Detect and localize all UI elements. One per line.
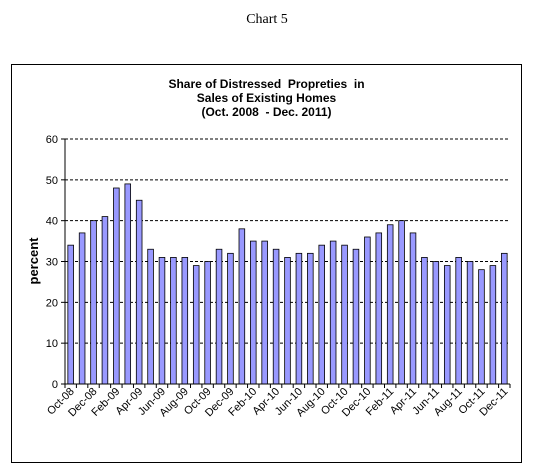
y-axis-label: percent: [26, 237, 41, 285]
bar-Jan-09: [101, 216, 109, 385]
bar-Oct-08: [67, 244, 74, 385]
y-tick-label: 50: [46, 175, 58, 187]
y-tick-label: 0: [52, 379, 58, 391]
bar-Aug-10: [318, 244, 325, 385]
bar-Sep-10: [329, 240, 337, 385]
bar-Jul-10: [307, 252, 314, 385]
bar-Mar-11: [398, 220, 405, 385]
y-tick-label: 30: [46, 257, 58, 269]
y-tick-label: 60: [46, 134, 58, 146]
bar-Apr-09: [135, 199, 143, 385]
chart-title-line-2: Sales of Existing Homes: [196, 91, 337, 105]
bar-Oct-10: [341, 244, 348, 385]
bar-Jun-09: [158, 257, 166, 385]
chart-title-line-3: (Oct. 2008 - Dec. 2011): [201, 105, 332, 119]
bar-May-09: [147, 248, 154, 385]
y-tick-label: 10: [46, 338, 58, 350]
bar-Feb-10: [250, 240, 257, 385]
bar-Jul-11: [443, 265, 451, 385]
bar-Apr-11: [409, 232, 417, 385]
chart-title-line-1: Share of Distressed Propreties in: [168, 77, 365, 91]
bar-Nov-11: [489, 265, 497, 385]
bar-Aug-09: [181, 257, 189, 385]
bar-May-11: [421, 257, 428, 385]
bar-Jan-10: [238, 228, 246, 385]
bar-Jul-09: [170, 257, 177, 385]
bar-Aug-11: [455, 257, 462, 385]
bar-Dec-09: [227, 252, 234, 385]
bar-Mar-10: [261, 240, 268, 385]
bar-Apr-10: [272, 248, 280, 385]
bar-Dec-10: [364, 236, 371, 385]
bar-Dec-08: [90, 220, 97, 385]
bar-Nov-10: [352, 248, 360, 385]
bar-Feb-09: [113, 187, 120, 385]
bar-Sep-11: [466, 261, 474, 385]
chart-caption: Chart 5: [246, 12, 288, 27]
bar-Jan-11: [375, 232, 383, 385]
bar-May-10: [284, 257, 291, 385]
bar-Feb-11: [386, 224, 394, 385]
y-tick-label: 40: [46, 216, 58, 228]
bar-Mar-09: [124, 183, 132, 385]
bar-Jun-10: [295, 252, 303, 385]
bar-Nov-08: [78, 232, 86, 385]
bar-Dec-11: [501, 252, 508, 385]
chart-title: Share of Distressed Propreties in Sales …: [11, 77, 522, 119]
bar-Sep-09: [192, 265, 200, 385]
bar-Jun-11: [432, 261, 440, 385]
y-tick-label: 20: [46, 297, 58, 309]
bar-Oct-09: [204, 261, 211, 385]
bar-Nov-09: [215, 248, 223, 385]
bar-Oct-11: [478, 269, 485, 385]
